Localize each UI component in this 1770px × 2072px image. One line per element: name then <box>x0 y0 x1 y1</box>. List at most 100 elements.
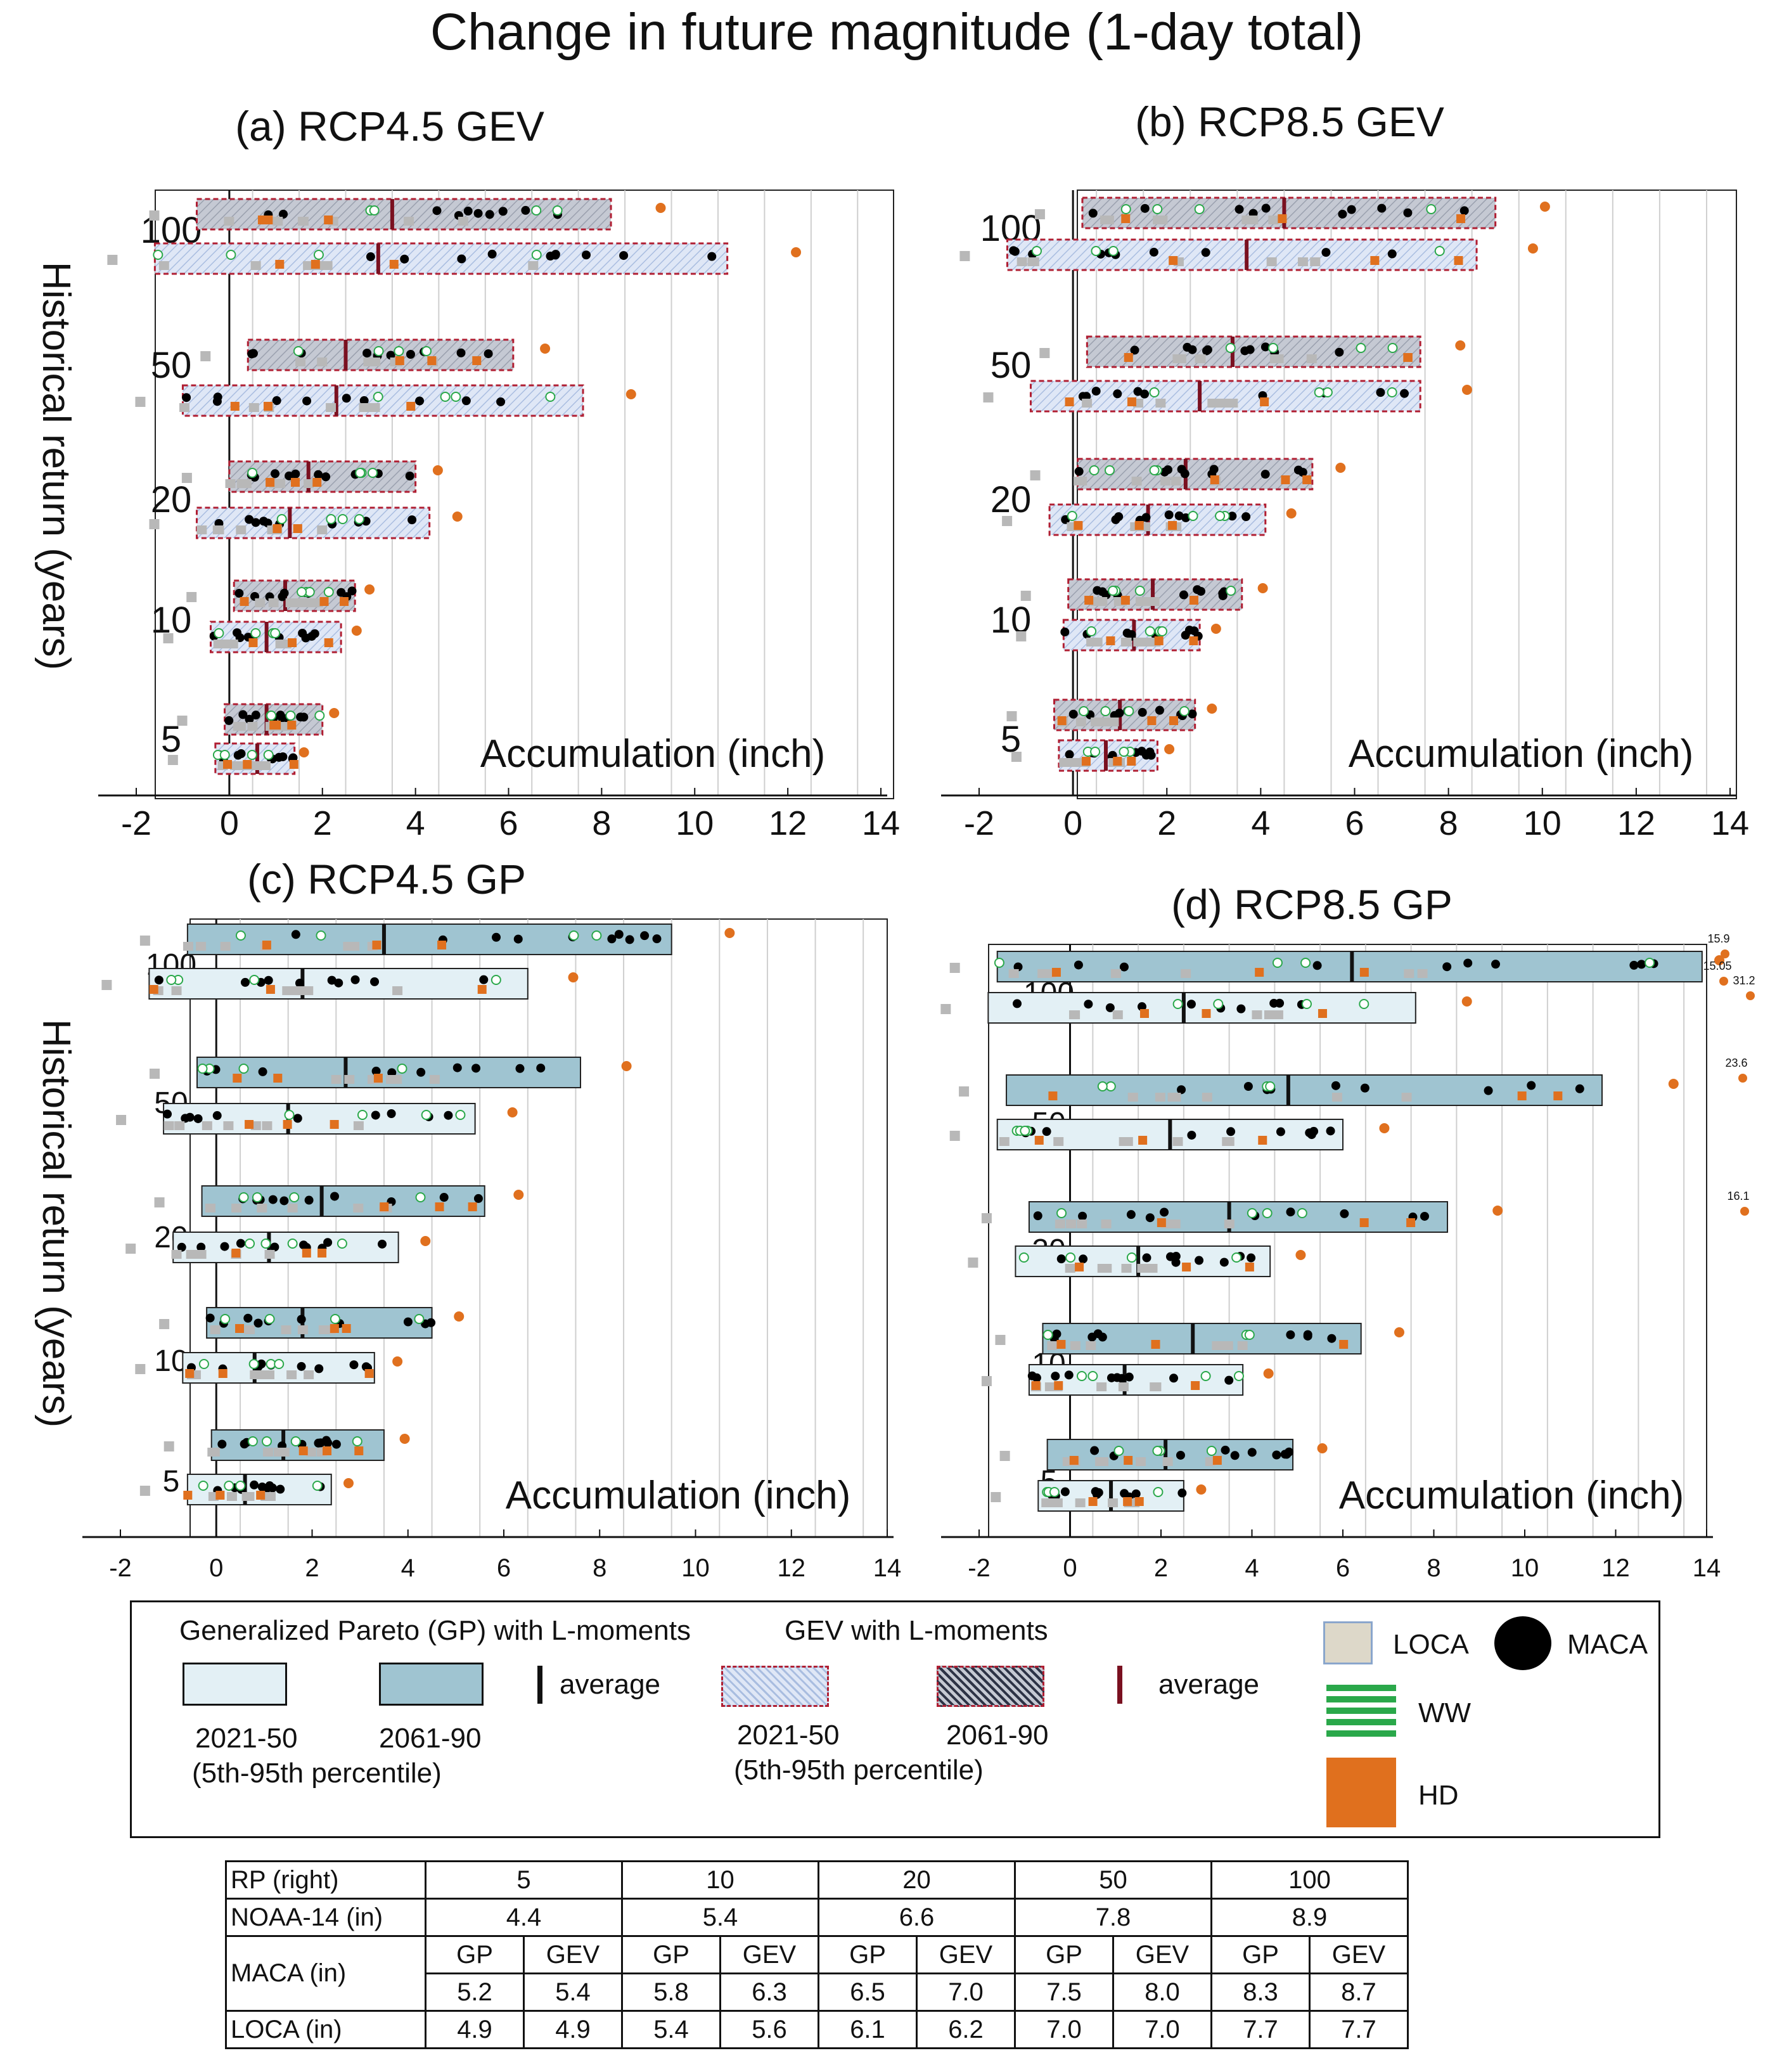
loca-point <box>213 640 224 648</box>
rp-label: 20 <box>991 479 1032 520</box>
hd-point <box>1169 256 1178 265</box>
loca-outlier-point <box>940 1004 951 1014</box>
hd-point <box>468 1202 477 1211</box>
hd-point <box>323 1446 332 1455</box>
x-tick-label: 14 <box>862 804 900 842</box>
x-tick-label: -2 <box>964 804 994 842</box>
ww-point <box>1434 246 1445 256</box>
hd-point <box>243 760 252 769</box>
loca-point <box>196 942 207 951</box>
maca-point <box>1335 347 1344 357</box>
maca-point <box>291 469 300 479</box>
maca-point <box>297 1361 306 1371</box>
maca-point <box>1230 1451 1240 1460</box>
ww-point <box>1091 246 1101 256</box>
hd-point <box>1406 1218 1416 1227</box>
ww-point <box>284 1110 295 1120</box>
hd-outlier-point <box>454 1311 465 1322</box>
panel-title: (a) RCP4.5 GEV <box>235 103 544 150</box>
maca-point <box>407 515 417 525</box>
ww-point <box>1356 343 1366 353</box>
maca-point <box>1140 203 1150 213</box>
table-cell: GEV <box>1112 1935 1212 1974</box>
maca-point <box>1282 1450 1292 1459</box>
x-tick-label: 10 <box>676 804 714 842</box>
hd-point <box>1084 596 1094 605</box>
legend-swatch-gp-2061 <box>379 1663 484 1706</box>
loca-point <box>1120 638 1131 647</box>
maca-point <box>1155 705 1164 715</box>
legend: Generalized Pareto (GP) with L-moments G… <box>130 1600 1660 1838</box>
maca-point <box>279 209 288 219</box>
hd-outlier-point <box>364 584 375 595</box>
range-box-100-2021-50 <box>987 992 1416 1024</box>
hd-outlier-point <box>1379 1123 1390 1133</box>
maca-point <box>327 975 337 985</box>
x-tick-label: 0 <box>1063 804 1082 842</box>
loca-point <box>1086 638 1097 647</box>
loca-point <box>1195 354 1206 363</box>
hd-point <box>1339 1340 1349 1349</box>
ww-point <box>1134 586 1145 596</box>
maca-point <box>370 977 380 986</box>
x-tick-label: 0 <box>220 804 239 842</box>
hd-outlier-point <box>343 1478 354 1488</box>
offscale-label: 15.05 <box>1703 960 1731 972</box>
ww-point <box>1387 387 1397 397</box>
loca-point <box>1228 399 1238 408</box>
ww-point <box>198 1481 208 1491</box>
legend-avg-gev-mark <box>1117 1666 1122 1704</box>
hd-point <box>263 402 273 411</box>
ww-point <box>1086 626 1097 636</box>
ylabel-bottom: Historical return (years) <box>34 1019 78 1427</box>
hd-point <box>290 478 300 487</box>
hd-point <box>1169 716 1179 725</box>
x-tick-label: 2 <box>1157 804 1176 842</box>
maca-point <box>387 1109 396 1119</box>
maca-point <box>205 1313 215 1323</box>
x-tick-label: 10 <box>681 1554 710 1582</box>
maca-point <box>1051 1372 1060 1381</box>
maca-point <box>1093 1329 1103 1339</box>
hd-point <box>330 1324 339 1333</box>
maca-point <box>406 349 415 359</box>
maca-point <box>1312 961 1322 970</box>
maca-point <box>1403 208 1413 217</box>
loca-outlier-point <box>107 255 118 265</box>
ww-point <box>261 1436 272 1446</box>
loca-point <box>429 1075 440 1084</box>
maca-point <box>452 1063 462 1072</box>
maca-point <box>1180 469 1190 479</box>
hd-point <box>269 721 279 730</box>
loca-point <box>304 598 315 607</box>
maca-point <box>1141 513 1151 522</box>
hd-point <box>235 1324 245 1333</box>
hd-outlier-point <box>1455 340 1466 351</box>
maca-point <box>1195 1256 1204 1265</box>
ww-point <box>354 514 364 524</box>
ww-point <box>166 975 177 985</box>
ww-point <box>369 205 380 216</box>
x-tick-label: 12 <box>769 804 807 842</box>
maca-point <box>1165 1252 1175 1261</box>
ww-point <box>568 930 579 941</box>
maca-point <box>1056 1254 1066 1264</box>
maca-point <box>1177 1488 1187 1498</box>
x-tick-label: 14 <box>873 1554 902 1582</box>
maca-point <box>1260 342 1270 352</box>
maca-point <box>1082 392 1091 401</box>
loca-point <box>1160 477 1170 486</box>
maca-point <box>359 396 369 406</box>
hd-point <box>245 1120 254 1129</box>
maca-point <box>582 250 591 260</box>
hd-point <box>1151 1340 1160 1349</box>
legend-loca-label: LOCA <box>1393 1629 1469 1660</box>
ww-point <box>421 346 432 356</box>
loca-point <box>1417 969 1428 978</box>
maca-point <box>439 1193 449 1202</box>
range-box-20-2021-50 <box>172 1232 399 1263</box>
x-tick-label: 6 <box>497 1554 511 1582</box>
table-cell: GEV <box>916 1935 1016 1974</box>
ww-point <box>1297 1208 1307 1218</box>
table-cell: 8.3 <box>1210 1972 1311 2012</box>
